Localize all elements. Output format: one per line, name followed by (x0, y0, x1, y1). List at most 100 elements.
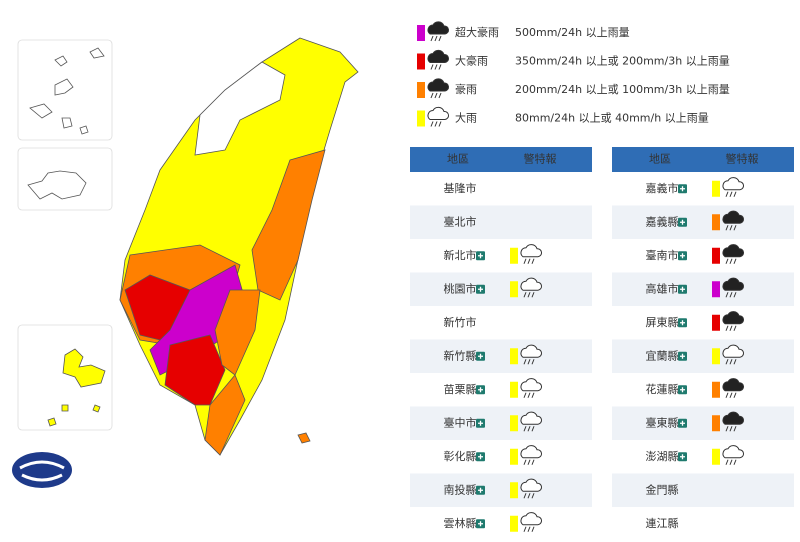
rain-icon (722, 177, 744, 191)
table-row (612, 406, 794, 440)
table-row (410, 440, 592, 474)
rain-drop (729, 426, 733, 432)
expand-plus (680, 454, 685, 460)
rain-drop (523, 258, 527, 264)
rain-drop (733, 359, 737, 365)
rain-drop (729, 359, 733, 365)
rain-drop (527, 392, 531, 398)
expand-plus (478, 454, 483, 460)
table-row (612, 172, 794, 206)
rain-drop (434, 35, 438, 42)
rain-drop (733, 258, 737, 264)
rain-icon (722, 378, 744, 392)
north-region (194, 61, 286, 156)
rain-drop (523, 426, 527, 432)
rain-icon (520, 277, 542, 291)
region-name: 基隆市 (444, 181, 477, 195)
expand-plus (478, 521, 483, 527)
rain-drop (438, 121, 442, 127)
rain-drop (725, 258, 729, 264)
rain-icon (722, 344, 744, 358)
warning-swatch (712, 247, 720, 264)
warning-swatch (510, 482, 518, 499)
rain-icon (520, 478, 542, 492)
rain-drop (430, 121, 434, 127)
region-name: 新竹縣 (444, 348, 477, 362)
header-cell: 警特報 (524, 152, 557, 166)
rain-drop (729, 191, 733, 197)
region-name: 臺中市 (444, 415, 477, 429)
legend-swatch (417, 25, 425, 41)
table-row (612, 306, 794, 340)
table-row (410, 172, 592, 206)
rain-drop (527, 292, 531, 298)
warning-swatch (712, 415, 720, 432)
rain-drop (531, 359, 535, 365)
legend-desc: 200mm/24h 以上或 100mm/3h 以上雨量 (515, 83, 730, 96)
region-name: 新北市 (444, 248, 477, 262)
rain-drop (725, 459, 729, 465)
expand-plus (680, 320, 685, 326)
warning-swatch (712, 314, 720, 331)
expand-plus (478, 253, 483, 259)
region-name: 金門縣 (646, 482, 679, 496)
expand-plus (680, 186, 685, 192)
warning-swatch (510, 415, 518, 432)
legend-swatch (417, 53, 425, 70)
rain-drop (523, 392, 527, 398)
table-row (612, 239, 794, 273)
rain-icon (520, 512, 542, 526)
warning-swatch (510, 247, 518, 264)
region-name: 嘉義縣 (646, 214, 679, 228)
table-row (612, 339, 794, 373)
rain-drop (523, 526, 527, 532)
rain-drop (733, 459, 737, 465)
table-row (410, 373, 592, 407)
logo (12, 452, 72, 488)
rain-icon (722, 277, 744, 291)
rain-drop (531, 426, 535, 432)
region-name: 南投縣 (444, 482, 477, 496)
rain-drop (729, 459, 733, 465)
region-name: 桃園市 (444, 281, 477, 295)
table-row (612, 473, 794, 507)
table-row (410, 272, 592, 306)
rain-drop (531, 392, 535, 398)
legend-label: 大豪雨 (455, 54, 488, 68)
rain-drop (527, 459, 531, 465)
rain-drop (523, 292, 527, 298)
rain-drop (523, 359, 527, 365)
warning-swatch (712, 214, 720, 231)
rain-drop (430, 35, 434, 42)
table-row (612, 507, 794, 541)
expand-plus (680, 253, 685, 259)
rain-drop (733, 225, 737, 231)
warning-swatch (712, 348, 720, 365)
rain-icon (722, 210, 744, 224)
region-name: 臺南市 (646, 248, 679, 262)
rain-drop (438, 64, 442, 70)
rain-drop (725, 392, 729, 398)
rain-drop (531, 258, 535, 264)
header-cell: 地區 (649, 153, 671, 166)
warning-swatch (712, 281, 720, 298)
table-row (410, 507, 592, 541)
rain-drop (531, 459, 535, 465)
rain-drop (725, 359, 729, 365)
south-tip (204, 374, 246, 456)
rain-drop (527, 493, 531, 499)
region-name: 澎湖縣 (646, 450, 679, 463)
warning-swatch (510, 515, 518, 532)
table-header (410, 147, 592, 172)
rain-drop (725, 325, 729, 331)
legend-swatch (417, 110, 425, 127)
rain-icon (722, 244, 744, 258)
rain-icon (722, 445, 744, 459)
region-name: 宜蘭縣 (646, 348, 679, 362)
region-name: 臺東縣 (646, 415, 679, 429)
rain-drop (531, 526, 535, 532)
legend-swatch (417, 82, 425, 98)
matsu-islands (29, 47, 105, 135)
rain-drop (527, 526, 531, 532)
rain-icon (520, 411, 542, 425)
